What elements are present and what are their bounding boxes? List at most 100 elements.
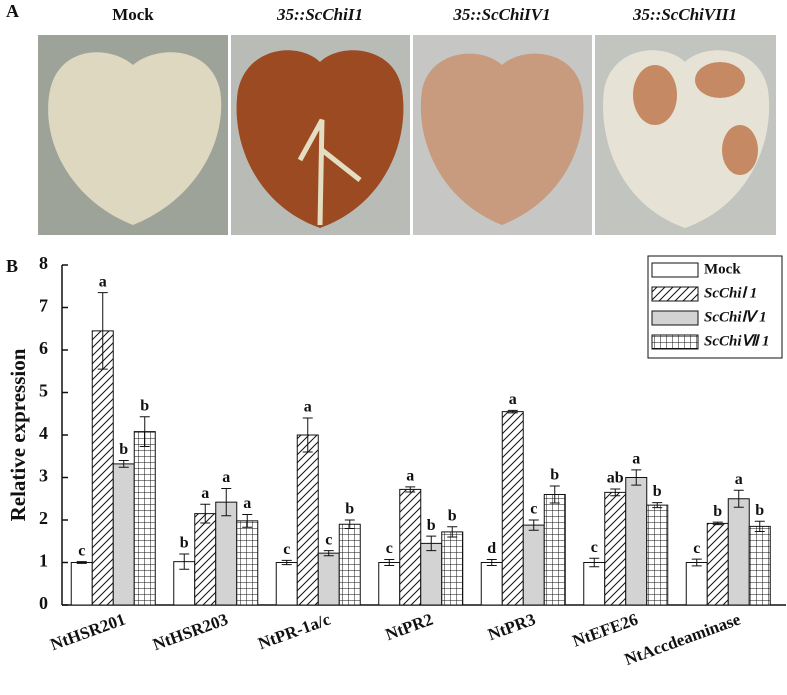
x-tick-label: NtPR2 bbox=[383, 610, 436, 645]
photo-title: 35::ScChiI1 bbox=[276, 5, 363, 24]
leaf-photos bbox=[38, 35, 776, 235]
legend-label: Mock bbox=[704, 261, 741, 277]
legend-label: ScChiⅦ 1 bbox=[704, 333, 770, 349]
error-bar bbox=[221, 488, 232, 517]
error-bar bbox=[610, 488, 621, 497]
significance-letter: c bbox=[530, 501, 537, 518]
bar bbox=[133, 431, 156, 606]
legend-swatch bbox=[651, 310, 699, 326]
significance-letter: ab bbox=[607, 470, 624, 487]
significance-letter: c bbox=[325, 531, 332, 548]
significance-letter: c bbox=[386, 540, 393, 557]
legend-swatch bbox=[651, 334, 699, 350]
significance-letter: b bbox=[448, 507, 457, 524]
error-bar bbox=[549, 485, 560, 504]
vein bbox=[297, 118, 362, 226]
bar bbox=[236, 520, 259, 606]
significance-letter: c bbox=[693, 540, 700, 557]
x-tick-label: NtHSR203 bbox=[150, 610, 230, 655]
bar bbox=[338, 523, 361, 606]
significance-letter: b bbox=[345, 501, 354, 518]
significance-letter: a bbox=[406, 468, 414, 485]
significance-letter: a bbox=[99, 273, 107, 290]
bar bbox=[583, 562, 606, 606]
significance-letter: a bbox=[735, 471, 743, 488]
bar bbox=[296, 434, 319, 606]
bar bbox=[91, 330, 114, 606]
y-tick-label: 0 bbox=[39, 593, 48, 613]
bar bbox=[441, 531, 464, 606]
bar bbox=[625, 477, 648, 606]
leaf bbox=[420, 53, 584, 226]
significance-letter: b bbox=[653, 483, 662, 500]
error-bar bbox=[691, 558, 702, 567]
x-tick-label: NtHSR201 bbox=[48, 610, 128, 655]
significance-letter: a bbox=[243, 495, 251, 512]
error-bar bbox=[652, 502, 663, 509]
error-bar bbox=[447, 526, 458, 538]
bar bbox=[543, 494, 566, 606]
bar bbox=[501, 411, 524, 606]
significance-letter: b bbox=[119, 441, 128, 458]
lesion bbox=[633, 65, 677, 125]
bar bbox=[522, 524, 545, 606]
error-bar bbox=[426, 535, 437, 552]
bar bbox=[215, 501, 238, 606]
legend-swatch bbox=[651, 286, 699, 302]
bar bbox=[420, 542, 443, 606]
significance-letter: a bbox=[222, 469, 230, 486]
y-tick-label: 8 bbox=[39, 253, 48, 273]
error-bar bbox=[507, 409, 518, 414]
x-tick-label: NtAccdeaminase bbox=[622, 609, 743, 669]
bar bbox=[378, 562, 401, 606]
error-bar bbox=[323, 550, 334, 557]
significance-letter: a bbox=[304, 399, 312, 416]
y-tick-label: 5 bbox=[39, 381, 48, 401]
legend-label: ScChiⅣ 1 bbox=[704, 309, 767, 325]
error-bar bbox=[76, 561, 87, 564]
significance-letter: b bbox=[550, 467, 559, 484]
bar bbox=[112, 463, 135, 606]
significance-letter: d bbox=[487, 540, 496, 557]
bar bbox=[70, 562, 93, 606]
error-bar bbox=[302, 417, 313, 453]
error-bar bbox=[733, 489, 744, 508]
y-tick-label: 1 bbox=[39, 551, 48, 571]
bar bbox=[399, 488, 422, 606]
lesion bbox=[695, 62, 745, 98]
significance-letter: c bbox=[283, 541, 290, 558]
leaf bbox=[48, 52, 222, 225]
significance-letter: b bbox=[140, 397, 149, 414]
error-bar bbox=[200, 503, 211, 524]
significance-letter: c bbox=[78, 542, 85, 559]
y-tick-label: 4 bbox=[39, 423, 48, 443]
lesion bbox=[722, 125, 758, 175]
error-bar bbox=[631, 469, 642, 486]
y-axis-title: Relative expression bbox=[6, 348, 30, 521]
error-bar bbox=[344, 519, 355, 529]
bar bbox=[706, 522, 729, 606]
photo-title: 35::ScChiVII1 bbox=[632, 5, 737, 24]
error-bar bbox=[179, 553, 190, 570]
significance-letter: b bbox=[755, 502, 764, 519]
bar bbox=[275, 562, 298, 606]
error-bar bbox=[528, 519, 539, 531]
significance-letter: b bbox=[427, 517, 436, 534]
significance-letter: b bbox=[713, 503, 722, 520]
y-tick-label: 6 bbox=[39, 338, 48, 358]
error-bar bbox=[242, 513, 253, 528]
y-tick-label: 3 bbox=[39, 466, 48, 486]
bar bbox=[194, 513, 217, 606]
bar bbox=[604, 491, 627, 606]
legend-label: ScChiⅠ 1 bbox=[704, 285, 757, 301]
x-tick-label: NtEFE26 bbox=[570, 610, 640, 651]
photo-titles: Mock 35::ScChiI1 35::ScChiIV1 35::ScChiVII1 bbox=[112, 5, 737, 24]
photo-title: Mock bbox=[112, 5, 154, 24]
error-bar bbox=[384, 559, 395, 566]
error-bar bbox=[118, 460, 129, 468]
bar bbox=[317, 552, 340, 606]
error-bar bbox=[139, 416, 150, 447]
error-bar bbox=[405, 486, 416, 493]
